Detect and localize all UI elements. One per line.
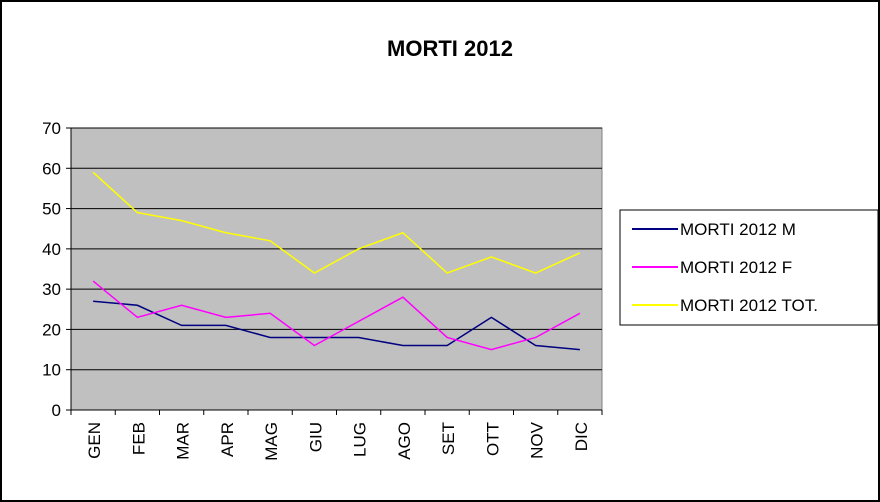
x-tick-label: NOV [528, 421, 547, 459]
series-line [92, 280, 581, 351]
chart-title: MORTI 2012 [387, 36, 513, 61]
x-tick-label: DIC [572, 422, 591, 451]
x-tick-label: AGO [395, 422, 414, 460]
y-tick-label: 0 [52, 401, 61, 420]
x-tick-label: SET [439, 422, 458, 455]
legend-label: MORTI 2012 TOT. [680, 296, 818, 315]
x-tick-label: FEB [129, 422, 148, 455]
y-tick-label: 40 [42, 240, 61, 259]
series-line [93, 300, 580, 351]
y-tick-label: 60 [42, 159, 61, 178]
y-tick-label: 30 [42, 280, 61, 299]
x-tick-label: LUG [351, 422, 370, 457]
plot-area [70, 127, 603, 411]
x-tick-label: APR [218, 422, 237, 457]
legend-label: MORTI 2012 F [680, 258, 792, 277]
x-tick-label: MAG [262, 422, 281, 461]
x-tick-label: GIU [306, 422, 325, 452]
y-tick-label: 20 [42, 320, 61, 339]
legend-label: MORTI 2012 M [680, 220, 796, 239]
y-tick-label: 10 [42, 361, 61, 380]
y-tick-label: 70 [42, 119, 61, 138]
x-tick-label: GEN [85, 422, 104, 459]
x-tick-label: OTT [483, 422, 502, 456]
x-tick-label: MAR [174, 422, 193, 460]
series-line [92, 171, 581, 274]
y-tick-label: 50 [42, 200, 61, 219]
